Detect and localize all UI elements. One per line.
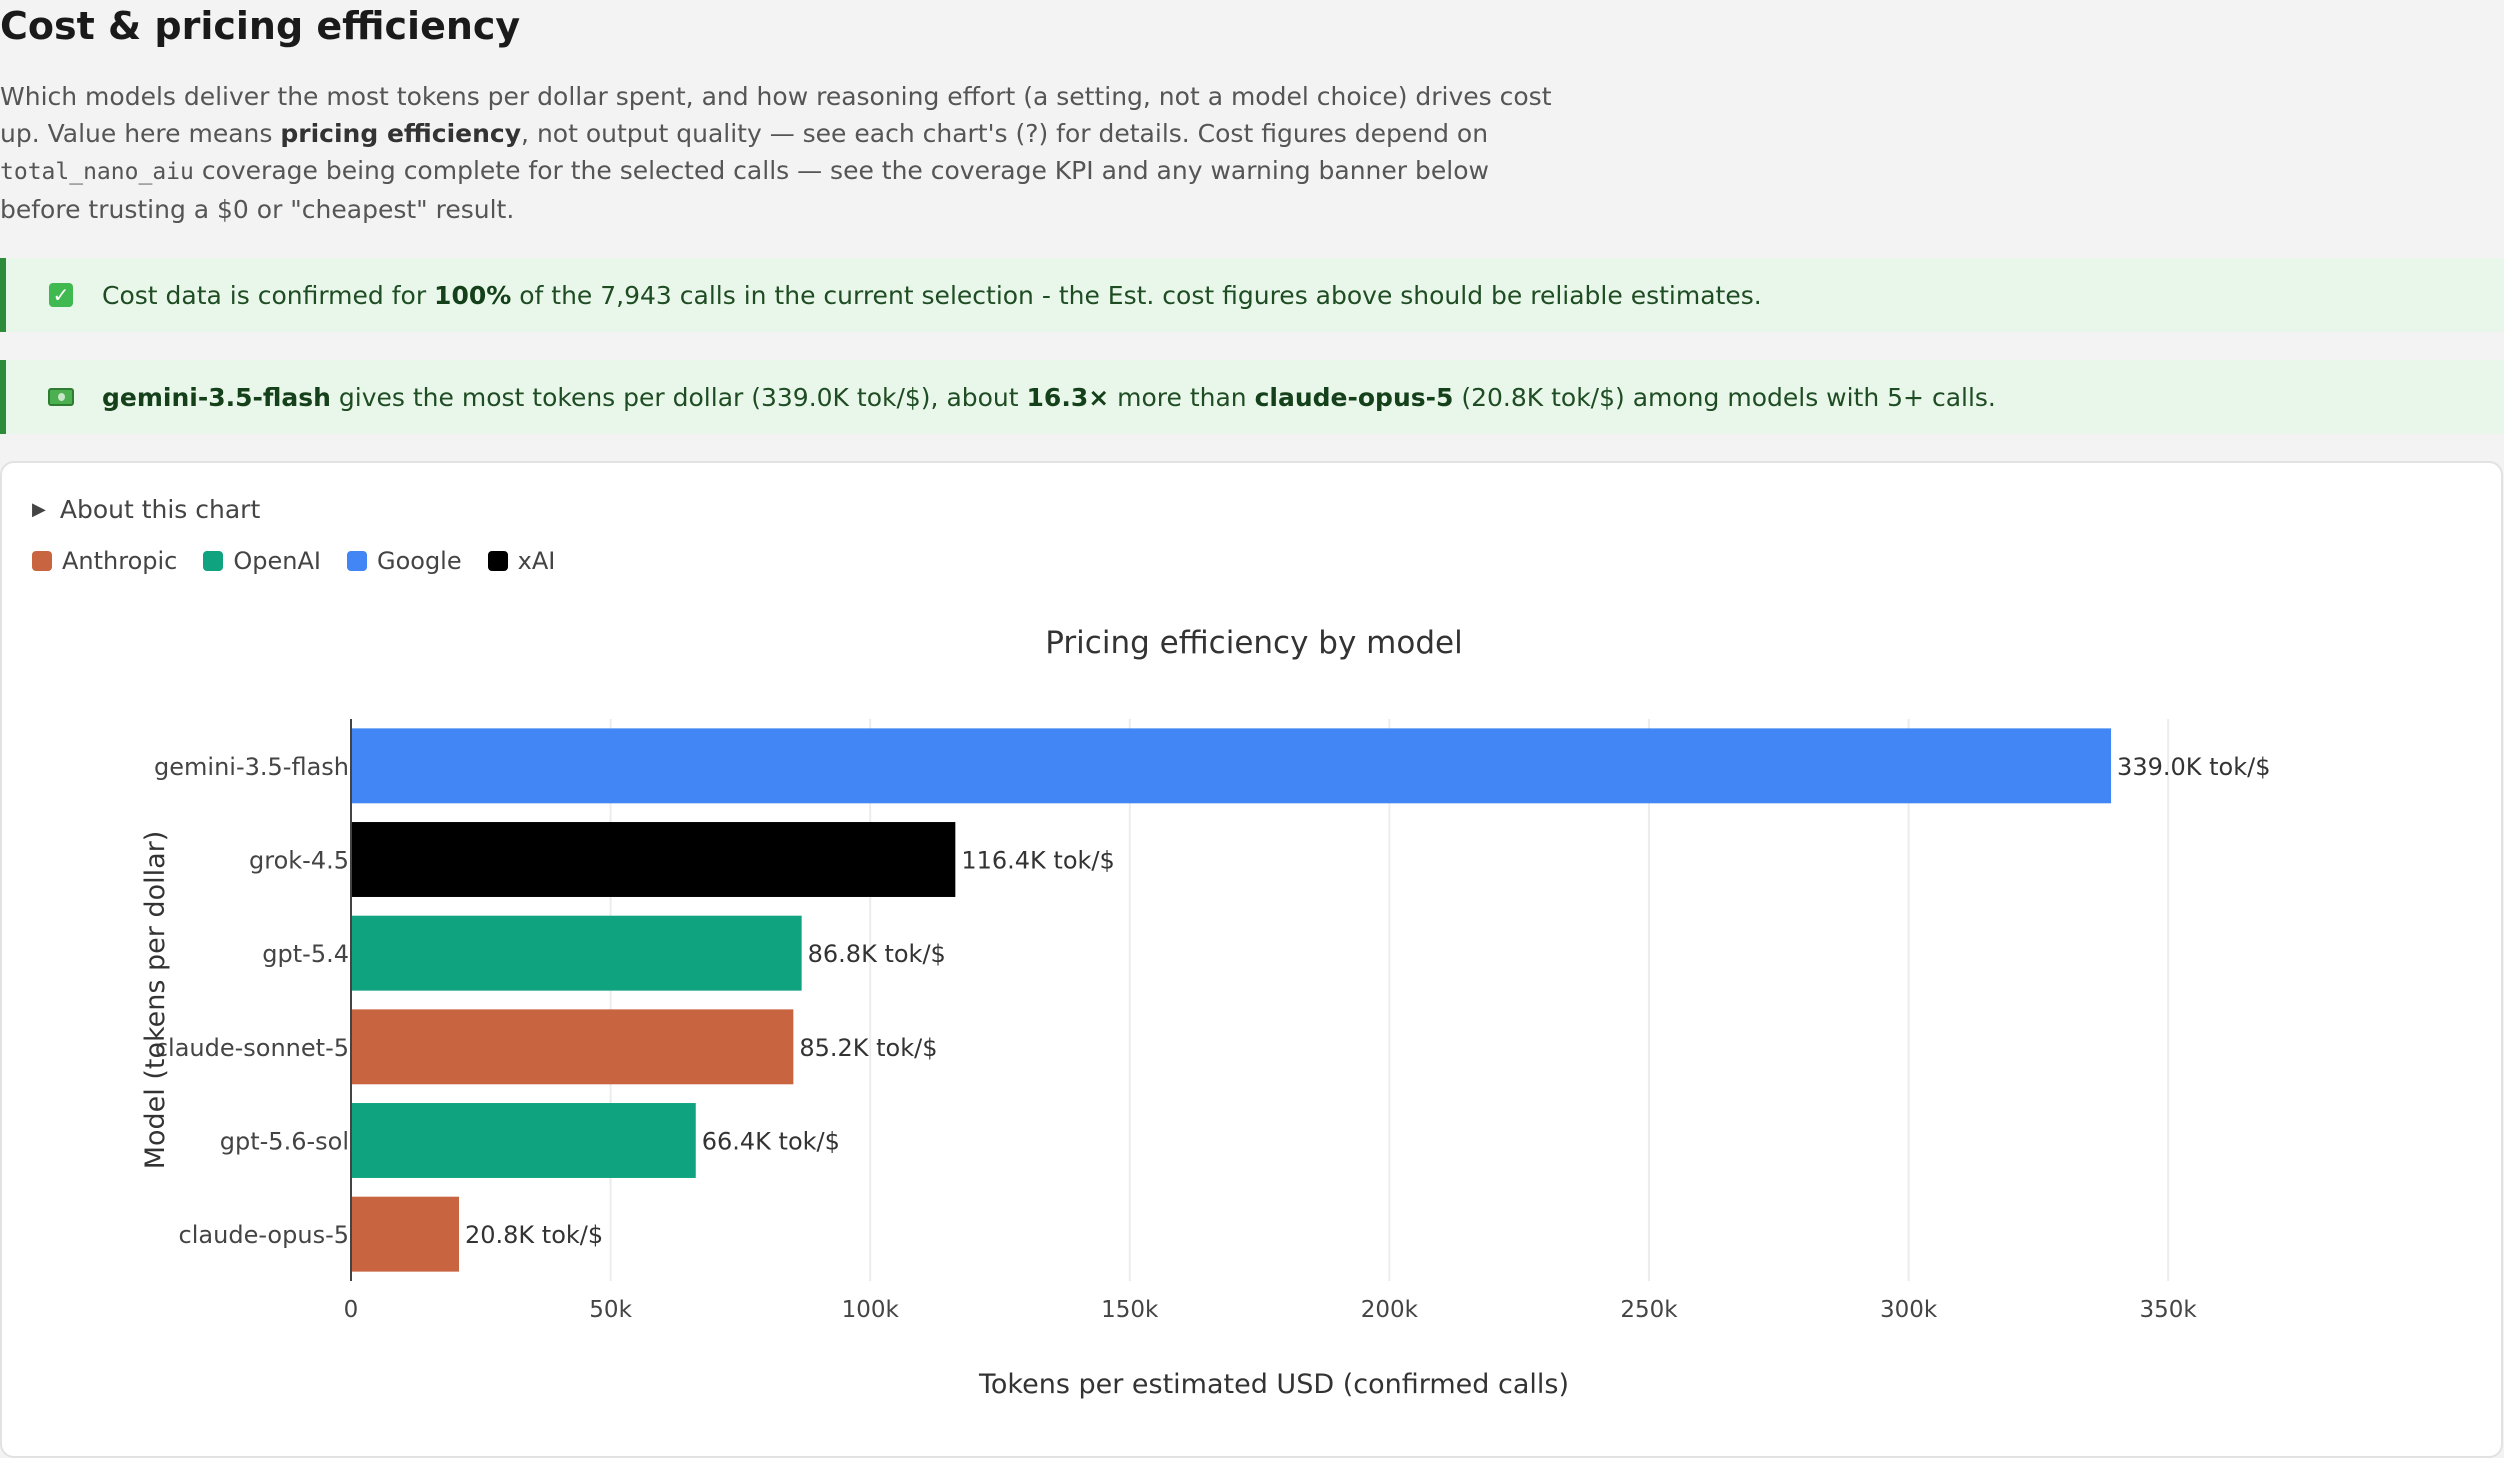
check-icon: ✓	[38, 283, 84, 307]
y-axis-label: Model (tokens per dollar)	[140, 831, 171, 1170]
insight-ratio: 16.3×	[1026, 382, 1110, 412]
bar-value-label: 339.0K tok/$	[2117, 753, 2270, 781]
insight-text-3: (20.8K tok/$) among models with 5+ calls…	[1453, 382, 1996, 412]
bar-grok-4.5	[351, 822, 956, 897]
legend-item-google[interactable]: Google	[346, 547, 462, 575]
desc-bold: pricing efficiency	[280, 119, 522, 148]
category-tick-label: gpt-5.4	[262, 940, 349, 968]
x-tick-label: 100k	[842, 1297, 900, 1323]
money-icon	[38, 388, 84, 406]
legend-label: Google	[376, 547, 462, 575]
legend-label: xAI	[517, 547, 556, 575]
bar-value-label: 86.8K tok/$	[808, 940, 946, 968]
chart-legend: Anthropic OpenAI Google xAI	[32, 547, 581, 575]
coverage-text-after: of the 7,943 calls in the current select…	[511, 280, 1762, 310]
about-chart-toggle[interactable]: ▶ About this chart	[32, 495, 260, 524]
insight-text: gemini-3.5-flash gives the most tokens p…	[102, 383, 1996, 412]
bar-gpt-5.4	[351, 915, 802, 991]
legend-swatch	[487, 551, 508, 571]
section-title: Cost & pricing efficiency	[0, 4, 521, 48]
category-tick-label: claude-sonnet-5	[155, 1034, 349, 1062]
legend-swatch	[203, 551, 224, 571]
disclosure-triangle-icon: ▶	[32, 499, 46, 520]
bar-claude-opus-5	[351, 1196, 459, 1272]
coverage-text: Cost data is confirmed for 100% of the 7…	[102, 281, 1762, 310]
x-tick-label: 300k	[1880, 1297, 1938, 1323]
x-tick-label: 50k	[589, 1297, 632, 1323]
x-tick-label: 250k	[1620, 1297, 1678, 1323]
category-tick-label: gemini-3.5-flash	[154, 753, 349, 781]
desc-text-1: Which models deliver the most tokens per…	[0, 82, 1552, 148]
insight-text-1: gives the most tokens per dollar (339.0K…	[330, 382, 1027, 412]
chart-title: Pricing efficiency by model	[1045, 625, 1462, 661]
bar-value-label: 116.4K tok/$	[961, 847, 1114, 875]
x-tick-label: 200k	[1361, 1297, 1419, 1323]
section-description: Which models deliver the most tokens per…	[0, 78, 1560, 228]
insight-banner: gemini-3.5-flash gives the most tokens p…	[0, 360, 2504, 434]
coverage-banner: ✓ Cost data is confirmed for 100% of the…	[0, 258, 2504, 332]
category-tick-label: claude-opus-5	[179, 1221, 349, 1249]
x-tick-label: 0	[344, 1297, 359, 1323]
coverage-percent: 100%	[434, 280, 512, 310]
category-tick-label: grok-4.5	[249, 847, 349, 875]
category-tick-label: gpt-5.6-sol	[220, 1128, 349, 1156]
x-tick-label: 350k	[2140, 1297, 2198, 1323]
legend-item-openai[interactable]: OpenAI	[203, 547, 321, 575]
insight-best-model: gemini-3.5-flash	[102, 382, 331, 412]
bar-claude-sonnet-5	[351, 1009, 794, 1085]
legend-label: Anthropic	[62, 547, 178, 575]
insight-worst-model: claude-opus-5	[1254, 382, 1454, 412]
coverage-text-before: Cost data is confirmed for	[102, 280, 435, 310]
bar-gpt-5.6-sol	[351, 1103, 696, 1178]
pricing-efficiency-chart: 339.0K tok/$ gemini-3.5-flash 116.4K tok/$…	[140, 625, 2270, 1400]
desc-text-3: coverage being complete for the selected…	[0, 156, 1489, 224]
bar-gemini-3.5-flash	[351, 728, 2112, 804]
insight-text-2: more than	[1109, 382, 1255, 412]
bar-value-label: 66.4K tok/$	[702, 1128, 840, 1156]
chart-card: ▶ About this chart Anthropic OpenAI Goog…	[0, 461, 2503, 1458]
legend-item-xai[interactable]: xAI	[487, 547, 556, 575]
bar-value-label: 20.8K tok/$	[465, 1221, 603, 1249]
legend-item-anthropic[interactable]: Anthropic	[32, 547, 177, 575]
x-axis-label: Tokens per estimated USD (confirmed call…	[978, 1369, 1569, 1400]
desc-text-2: , not output quality — see each chart's …	[521, 119, 1489, 148]
about-chart-label: About this chart	[59, 495, 261, 524]
desc-code: total_nano_aiu	[0, 159, 194, 185]
legend-swatch	[346, 551, 367, 571]
legend-swatch	[32, 551, 52, 571]
x-tick-label: 150k	[1101, 1297, 1159, 1323]
legend-label: OpenAI	[233, 547, 321, 575]
bar-value-label: 85.2K tok/$	[799, 1034, 937, 1062]
